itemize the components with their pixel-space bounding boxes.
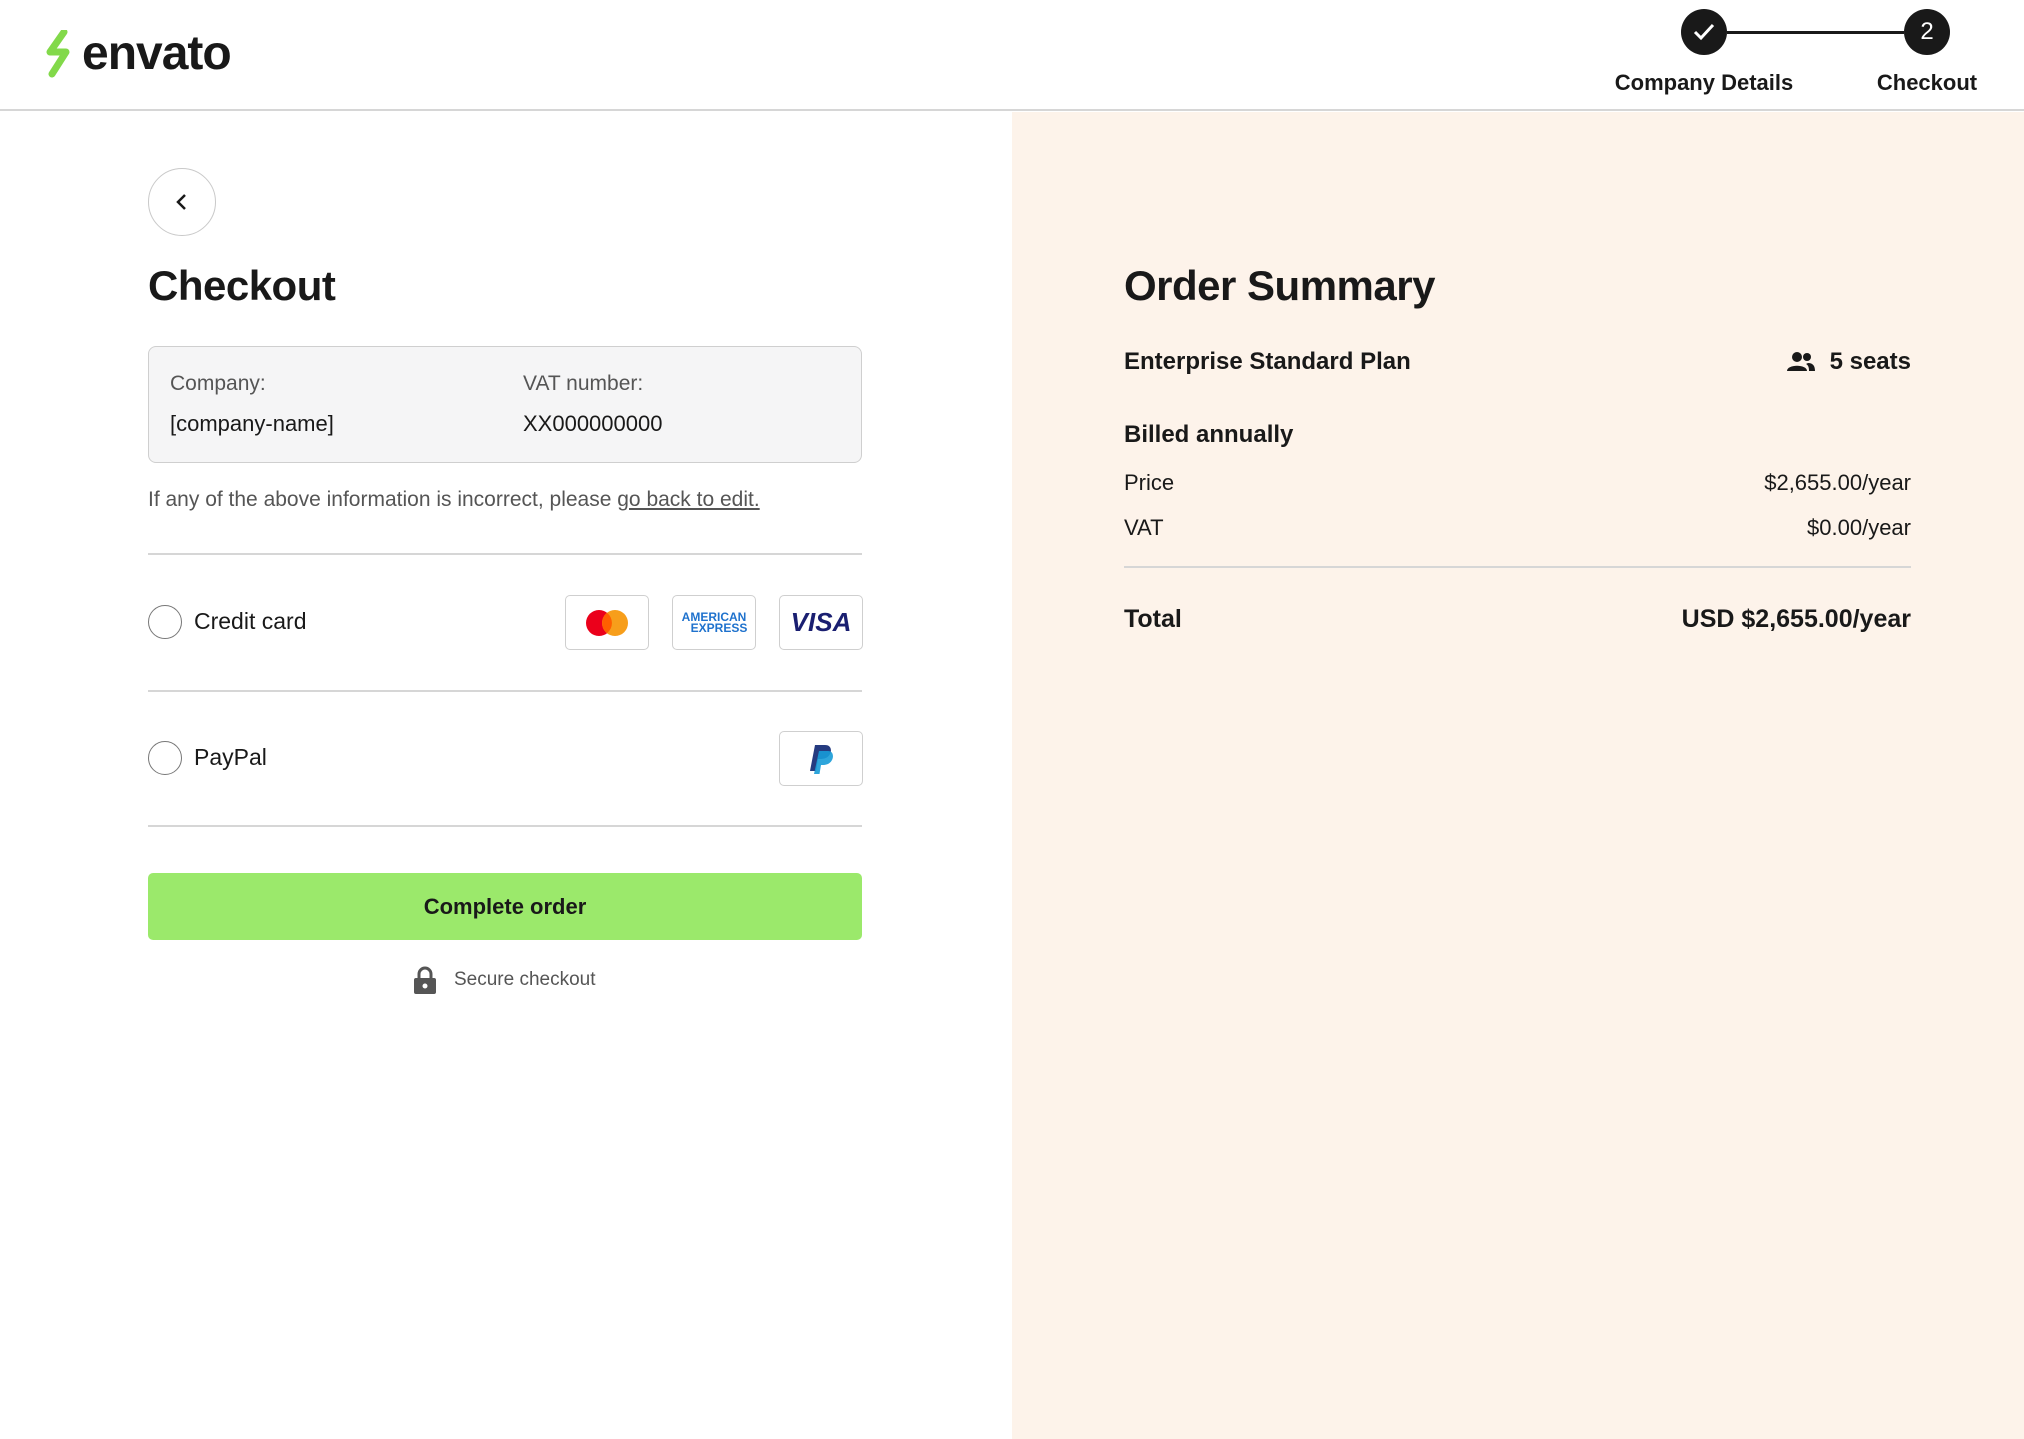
step-company-details-label: Company Details — [1614, 70, 1794, 95]
page-title: Checkout — [148, 262, 336, 309]
company-label: Company: — [170, 372, 266, 395]
vat-value: XX000000000 — [523, 411, 663, 436]
price-value: $2,655.00/year — [1764, 470, 1911, 495]
step-checkout-circle: 2 — [1904, 9, 1950, 55]
price-label: Price — [1124, 470, 1175, 495]
company-info-box: Company: [company-name] VAT number: XX00… — [148, 346, 862, 463]
go-back-link[interactable]: go back to edit. — [617, 488, 760, 511]
note-text: If any of the above information is incor… — [148, 488, 618, 511]
total-label: Total — [1124, 605, 1182, 633]
order-summary-panel — [1012, 112, 2024, 1439]
visa-text: VISA — [790, 607, 852, 637]
company-value: [company-name] — [170, 411, 334, 436]
secure-checkout: Secure checkout — [412, 965, 596, 995]
stepper-connector — [1727, 31, 1904, 34]
mastercard-icon — [586, 609, 628, 636]
credit-card-radio[interactable] — [148, 605, 182, 639]
mastercard-logo — [565, 595, 649, 650]
plan-name: Enterprise Standard Plan — [1124, 348, 1411, 375]
credit-card-label[interactable]: Credit card — [194, 608, 307, 634]
divider — [148, 825, 862, 827]
total-value: USD $2,655.00/year — [1681, 605, 1911, 633]
paypal-radio[interactable] — [148, 741, 182, 775]
billing-period: Billed annually — [1124, 421, 1294, 448]
check-icon — [1693, 23, 1715, 41]
vat-row-value: $0.00/year — [1807, 515, 1911, 540]
paypal-logo — [779, 731, 863, 786]
divider — [148, 690, 862, 692]
price-row: Price $2,655.00/year — [1124, 470, 1911, 496]
amex-logo: AMERICAN EXPRESS — [672, 595, 756, 650]
chevron-left-icon — [176, 194, 186, 210]
envato-logo[interactable]: envato — [44, 26, 232, 81]
info-note: If any of the above information is incor… — [148, 488, 760, 512]
step-company-details-circle — [1681, 9, 1727, 55]
logo-text: envato — [82, 27, 232, 80]
vat-label: VAT number: — [523, 372, 644, 395]
divider — [148, 553, 862, 555]
lock-icon — [414, 966, 436, 994]
vat-row: VAT $0.00/year — [1124, 515, 1911, 541]
amex-line1: AMERICAN — [681, 609, 747, 624]
step-checkout-label: Checkout — [1876, 70, 1978, 95]
amex-line2: EXPRESS — [690, 620, 748, 635]
users-icon — [1786, 352, 1815, 371]
complete-order-button[interactable]: Complete order — [148, 873, 862, 940]
total-row: Total USD $2,655.00/year — [1124, 605, 1911, 634]
order-summary-title: Order Summary — [1124, 262, 1435, 309]
vat-row-label: VAT — [1124, 515, 1164, 540]
top-header: envato 2 Company Details Checkout — [0, 0, 2024, 111]
secure-checkout-text: Secure checkout — [454, 969, 596, 990]
paypal-icon — [810, 744, 833, 774]
back-button[interactable] — [148, 168, 216, 236]
plan-row: Enterprise Standard Plan 5 seats — [1124, 348, 1911, 376]
seats-count: 5 seats — [1829, 348, 1911, 375]
envato-leaf-icon — [46, 29, 70, 77]
summary-divider — [1124, 566, 1911, 568]
seats: 5 seats — [1786, 348, 1911, 376]
visa-logo: VISA — [779, 595, 863, 650]
paypal-label[interactable]: PayPal — [194, 744, 267, 770]
